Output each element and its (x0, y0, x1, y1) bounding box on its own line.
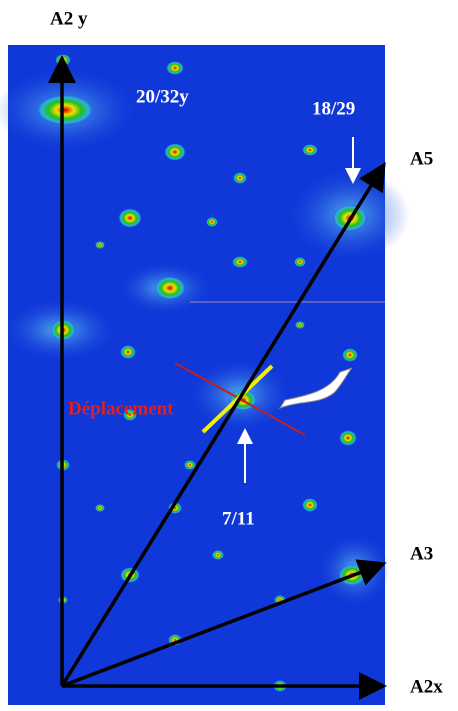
spot (118, 208, 142, 228)
spot (342, 348, 358, 362)
spot (302, 498, 318, 512)
spot (302, 144, 318, 156)
axes (48, 55, 387, 700)
spot (206, 217, 218, 227)
spot (95, 504, 105, 512)
axis-label: A2 y (50, 8, 88, 29)
spot (184, 460, 196, 470)
spot (120, 345, 136, 359)
spot (123, 409, 137, 421)
spot (154, 276, 186, 300)
spot (232, 256, 248, 268)
spot (294, 257, 306, 267)
spot (295, 321, 305, 329)
axis-label: A3 (410, 543, 433, 564)
spot (166, 61, 184, 75)
spot-label: 7/11 (222, 508, 255, 529)
spot (339, 430, 357, 446)
spot (233, 172, 247, 184)
displacement-label: Déplacement (68, 398, 174, 419)
spot (212, 550, 224, 560)
spot (35, 94, 95, 126)
axis-label: A2x (410, 676, 443, 697)
curved-arrow (278, 367, 353, 410)
axis-label: A5 (410, 148, 433, 169)
spot (95, 241, 105, 249)
spot-label: 20/32y (136, 86, 189, 107)
spot (164, 143, 186, 161)
spot-label: 18/29 (312, 98, 355, 119)
